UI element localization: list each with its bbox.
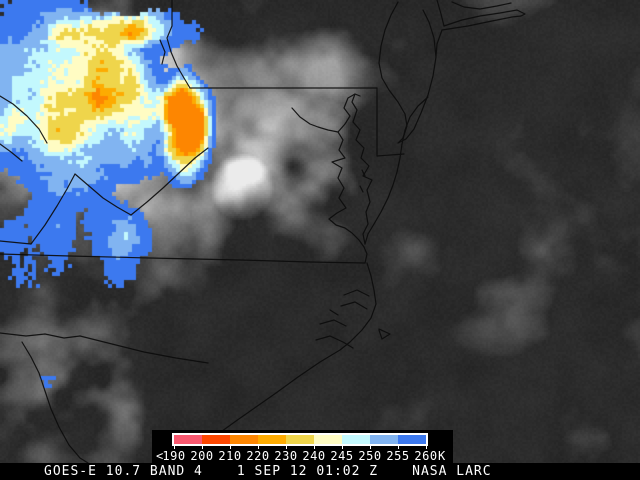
legend-unit: K [438,449,446,463]
legend-color-cell [370,435,398,444]
legend-color-cell [174,435,202,444]
satellite-ir-image [0,0,640,463]
legend-tick-label: 200 [190,449,214,463]
credit: NASA LARC [412,464,492,479]
legend-tick-label: 260 [414,449,438,463]
legend-tick-label: 245 [330,449,354,463]
temperature-legend: < 190 200 210 220 230 240 245 250 255 260 K [152,430,453,463]
legend-less-than: < [156,449,164,463]
legend-tick-mark [426,446,427,449]
legend-color-cell [314,435,342,444]
legend-tick-mark [286,446,287,449]
legend-color-cell [230,435,258,444]
legend-color-cell [342,435,370,444]
legend-tick-mark [230,446,231,449]
legend-tick-mark [258,446,259,449]
legend-tick-label: 190 [162,449,186,463]
legend-tick-label: 240 [302,449,326,463]
caption-bar: GOES-E 10.7 BAND 4 1 SEP 12 01:02 Z NASA… [0,463,640,480]
image-timestamp: 1 SEP 12 01:02 Z [236,464,379,479]
legend-tick-mark [398,446,399,449]
legend-tick-mark [370,446,371,449]
legend-tick-label: 220 [246,449,270,463]
legend-tick-mark [202,446,203,449]
legend-color-cell [286,435,314,444]
legend-tick-mark [342,446,343,449]
legend-tick-mark [314,446,315,449]
legend-color-cell [398,435,426,444]
legend-tick-label: 255 [386,449,410,463]
legend-tick-label: 210 [218,449,242,463]
product-name: GOES-E 10.7 BAND 4 [44,464,203,479]
legend-color-cell [202,435,230,444]
legend-tick-mark [174,446,175,449]
legend-tick-label: 230 [274,449,298,463]
legend-color-cell [258,435,286,444]
legend-tick-label: 250 [358,449,382,463]
legend-colorbar [172,433,428,446]
